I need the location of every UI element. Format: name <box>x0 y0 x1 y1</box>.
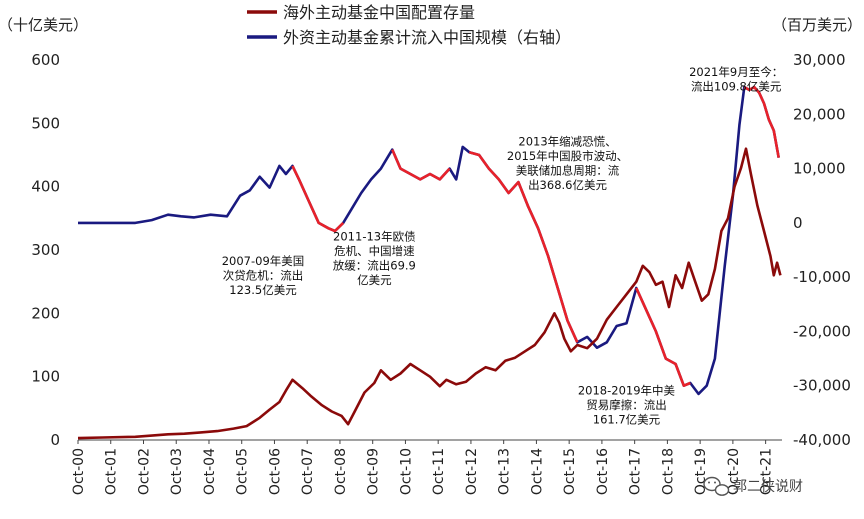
x-tick-label: Oct-04 <box>202 448 218 495</box>
left-tick-label: 500 <box>31 114 60 132</box>
series-line-0 <box>77 147 782 440</box>
x-tick-label: Oct-17 <box>628 448 644 495</box>
outflow-segment-4 <box>743 85 780 158</box>
annotation-line: 出368.6亿美元 <box>528 178 607 192</box>
x-tick-label: Oct-05 <box>235 448 251 495</box>
x-tick-label: Oct-20 <box>726 448 742 495</box>
x-tick-label: Oct-02 <box>136 448 152 495</box>
right-tick-label: -10,000 <box>793 268 851 286</box>
right-tick-label: -20,000 <box>793 322 851 340</box>
left-tick-label: 0 <box>50 431 60 449</box>
x-tick-label: Oct-09 <box>366 448 382 495</box>
annotation-line: 贸易摩擦：流出 <box>586 398 667 412</box>
outflow-segment-1 <box>391 149 451 181</box>
left-tick-label: 100 <box>31 368 60 386</box>
outflow-segment-0 <box>291 165 345 233</box>
legend-label-1: 外资主动基金累计流入中国规模（右轴） <box>283 28 571 47</box>
annotation-line: 危机、中国增速 <box>334 244 415 258</box>
x-tick-label: Oct-00 <box>71 448 87 495</box>
x-tick-label: Oct-12 <box>464 448 480 495</box>
x-tick-label: Oct-03 <box>169 448 185 495</box>
x-tick-label: Oct-15 <box>562 448 578 495</box>
series-layer <box>77 85 782 440</box>
x-tick-label: Oct-10 <box>398 448 414 495</box>
annotation-line: 放缓：流出69.9 <box>333 259 416 273</box>
left-tick-label: 200 <box>31 304 60 322</box>
left-tick-label: 300 <box>31 241 60 259</box>
x-tick-label: Oct-18 <box>660 448 676 495</box>
right-tick-label: 30,000 <box>793 51 846 69</box>
x-tick-label: Oct-13 <box>497 448 513 495</box>
annotation-line: 161.7亿美元 <box>593 412 661 426</box>
annotation-line: 2013年缩减恐慌、 <box>518 135 616 149</box>
x-tick-label: Oct-11 <box>431 448 447 495</box>
annotation-line: 2007-09年美国 <box>222 254 305 268</box>
left-axis-unit: （十亿美元） <box>0 16 88 34</box>
right-tick-label: -30,000 <box>793 377 851 395</box>
x-tick-label: Oct-19 <box>693 448 709 495</box>
x-tick-label: Oct-14 <box>529 448 545 495</box>
annotation-line: 2018-2019年中美 <box>578 383 676 397</box>
x-tick-label: Oct-07 <box>300 448 316 495</box>
right-tick-label: 20,000 <box>793 105 846 123</box>
left-tick-label: 400 <box>31 178 60 196</box>
annotation-line: 2015年中国股市波动、 <box>507 149 628 163</box>
annotation-line: 2021年9月至今： <box>689 65 783 79</box>
right-axis-unit: （百万美元） <box>772 16 862 34</box>
annotation-line: 美联储加息周期：流 <box>516 164 620 178</box>
legend-label-0: 海外主动基金中国配置存量 <box>283 3 475 22</box>
annotation-line: 2011-13年欧债 <box>333 230 416 244</box>
x-tick-label: Oct-16 <box>595 448 611 495</box>
wechat-icon <box>703 476 730 496</box>
outflow-segment-3 <box>635 287 691 388</box>
annotation-recent: 2021年9月至今：流出109.8亿美元 <box>689 65 783 94</box>
annotation-line: 123.5亿美元 <box>229 283 297 297</box>
right-tick-label: 0 <box>793 214 803 232</box>
watermark: 郭二侠说财 <box>703 476 803 496</box>
watermark-text: 郭二侠说财 <box>733 478 803 495</box>
legend: 海外主动基金中国配置存量 外资主动基金累计流入中国规模（右轴） <box>247 3 571 47</box>
x-tick-label: Oct-06 <box>267 448 283 495</box>
right-tick-label: 10,000 <box>793 160 846 178</box>
outflow-segment-2 <box>468 151 579 343</box>
axes: 0 100 200 300 400 500 600 -40,000 -30,000 -20,000… <box>31 51 851 495</box>
annotation-line: 亿美元 <box>357 273 392 287</box>
x-tick-label: Oct-01 <box>104 448 120 495</box>
x-tick-label: Oct-08 <box>333 448 349 495</box>
series-line-1 <box>78 85 780 396</box>
annotation-line: 流出109.8亿美元 <box>691 79 782 93</box>
left-tick-label: 600 <box>31 51 60 69</box>
x-tick-label: Oct-21 <box>759 448 775 495</box>
annotation-line: 次贷危机：流出 <box>223 269 304 283</box>
right-tick-label: -40,000 <box>793 431 851 449</box>
